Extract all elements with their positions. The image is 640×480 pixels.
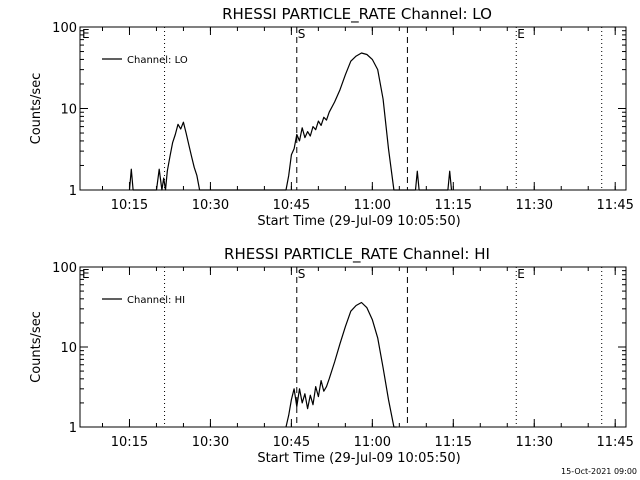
plot-frame	[79, 266, 627, 428]
series-line	[285, 301, 397, 428]
legend-label: Channel: HI	[127, 295, 185, 306]
y-tick-label: 100	[52, 21, 77, 36]
x-tick-label: 11:00	[354, 435, 391, 450]
x-axis-label: Start Time (29-Jul-09 10:05:50)	[257, 451, 460, 466]
panel-hi: RHESSI PARTICLE_RATE Channel: HI 1 10 100 10…	[29, 245, 634, 466]
plot-frame	[79, 26, 627, 191]
x-tick-label: 11:30	[516, 198, 553, 213]
marker-label: E	[82, 27, 90, 41]
panel-lo: RHESSI PARTICLE_RATE Channel: LO 1 10 100 10…	[29, 5, 634, 229]
x-axis-label: Start Time (29-Jul-09 10:05:50)	[257, 214, 460, 229]
marker-label: E	[517, 27, 525, 41]
y-axis-label: Counts/sec	[29, 311, 44, 383]
x-tick-label: 10:30	[192, 198, 229, 213]
footer-timestamp: 15-Oct-2021 09:00	[561, 467, 637, 476]
x-tick-label: 11:00	[354, 198, 391, 213]
marker-label: E	[517, 267, 525, 281]
chart-title: RHESSI PARTICLE_RATE Channel: LO	[222, 5, 492, 24]
x-tick-label: 11:45	[596, 198, 633, 213]
y-tick-label: 10	[60, 103, 77, 118]
legend-label: Channel: LO	[127, 55, 188, 66]
y-axis-label: Counts/sec	[29, 73, 44, 145]
marker-label: S	[298, 267, 306, 281]
x-tick-label: 11:15	[435, 198, 472, 213]
y-tick-label: 1	[69, 184, 77, 199]
y-tick-label: 1	[69, 421, 77, 436]
marker-label: S	[298, 27, 306, 41]
series-line	[128, 52, 453, 191]
y-tick-label: 100	[52, 261, 77, 276]
x-tick-label: 11:30	[516, 435, 553, 450]
x-tick-label: 10:15	[111, 198, 148, 213]
chart-title: RHESSI PARTICLE_RATE Channel: HI	[224, 245, 490, 264]
x-tick-label: 10:45	[273, 435, 310, 450]
x-tick-label: 11:45	[596, 435, 633, 450]
y-tick-label: 10	[60, 341, 77, 356]
marker-label: E	[82, 267, 90, 281]
x-tick-label: 10:30	[192, 435, 229, 450]
x-tick-label: 10:15	[111, 435, 148, 450]
x-tick-label: 10:45	[273, 198, 310, 213]
x-tick-label: 11:15	[435, 435, 472, 450]
